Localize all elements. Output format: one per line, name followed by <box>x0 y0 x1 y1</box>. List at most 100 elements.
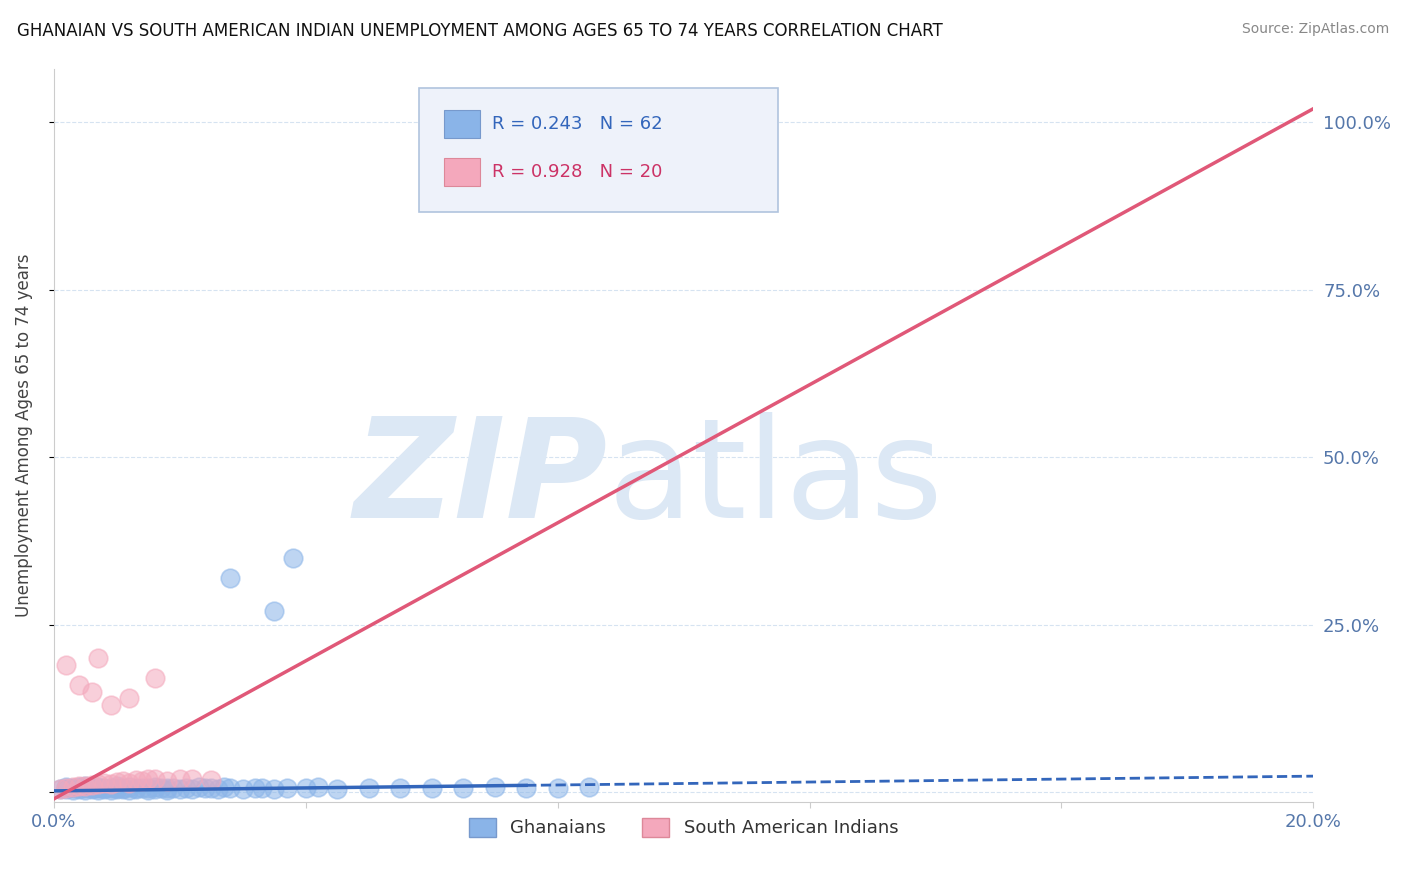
FancyBboxPatch shape <box>444 158 479 186</box>
Point <box>75 779 97 793</box>
Point <box>232 781 254 796</box>
Point <box>93 780 115 795</box>
Point <box>194 781 217 796</box>
Point <box>112 774 135 789</box>
Text: atlas: atlas <box>607 412 943 547</box>
Point <box>67 678 90 692</box>
Point <box>187 780 209 794</box>
Point <box>136 772 159 787</box>
Text: Source: ZipAtlas.com: Source: ZipAtlas.com <box>1241 22 1389 37</box>
Point <box>112 781 135 796</box>
Text: ZIP: ZIP <box>354 412 607 547</box>
Point <box>219 781 242 796</box>
Point <box>149 781 172 796</box>
Point <box>80 781 103 796</box>
Point <box>169 781 191 796</box>
Text: R = 0.928   N = 20: R = 0.928 N = 20 <box>492 163 662 181</box>
Point <box>143 671 166 685</box>
Point <box>93 776 115 790</box>
Point <box>245 780 267 795</box>
Point <box>174 780 197 795</box>
Point <box>389 781 412 796</box>
Point <box>515 780 537 795</box>
Point <box>181 772 204 786</box>
Point <box>181 781 204 796</box>
Point <box>162 781 184 796</box>
Point <box>281 550 304 565</box>
Point <box>578 780 600 794</box>
Point <box>156 773 179 788</box>
Point <box>100 776 122 790</box>
Y-axis label: Unemployment Among Ages 65 to 74 years: Unemployment Among Ages 65 to 74 years <box>15 253 32 617</box>
Point <box>67 780 90 794</box>
Point <box>80 780 103 795</box>
Point <box>125 781 148 796</box>
Point <box>80 684 103 698</box>
Point <box>118 691 141 706</box>
Point <box>547 781 569 796</box>
Point <box>62 780 84 795</box>
Point <box>80 778 103 792</box>
Point <box>105 775 128 789</box>
Point <box>62 782 84 797</box>
Point <box>136 782 159 797</box>
Point <box>263 604 285 618</box>
Point <box>156 782 179 797</box>
Point <box>105 780 128 795</box>
Point <box>105 779 128 793</box>
Point <box>55 781 77 796</box>
Point <box>49 781 72 796</box>
Point <box>75 782 97 797</box>
FancyBboxPatch shape <box>444 111 479 138</box>
Point <box>75 779 97 793</box>
Point <box>276 780 298 795</box>
Point <box>100 780 122 795</box>
Point <box>87 781 110 796</box>
Point <box>105 781 128 796</box>
Point <box>156 780 179 795</box>
Point <box>125 773 148 788</box>
Point <box>143 781 166 796</box>
Point <box>118 780 141 794</box>
Legend: Ghanaians, South American Indians: Ghanaians, South American Indians <box>461 811 905 845</box>
Point <box>87 782 110 797</box>
Point <box>118 776 141 790</box>
Point <box>357 780 380 795</box>
Point <box>55 780 77 794</box>
Point <box>219 571 242 585</box>
Point <box>326 781 349 796</box>
Point <box>100 698 122 712</box>
Point <box>143 780 166 794</box>
Point <box>263 781 285 796</box>
Point <box>294 781 316 796</box>
Point <box>212 780 235 794</box>
Text: GHANAIAN VS SOUTH AMERICAN INDIAN UNEMPLOYMENT AMONG AGES 65 TO 74 YEARS CORRELA: GHANAIAN VS SOUTH AMERICAN INDIAN UNEMPL… <box>17 22 942 40</box>
Point <box>55 780 77 795</box>
Point <box>87 651 110 665</box>
Point <box>67 781 90 796</box>
Point <box>200 780 222 795</box>
Point <box>55 657 77 672</box>
Point <box>100 782 122 797</box>
Point <box>75 781 97 796</box>
Point <box>87 780 110 794</box>
Point <box>87 777 110 791</box>
Point <box>484 780 506 794</box>
Point <box>67 779 90 793</box>
Text: R = 0.243   N = 62: R = 0.243 N = 62 <box>492 115 662 133</box>
Point <box>49 781 72 796</box>
Point <box>143 772 166 786</box>
Point <box>250 781 273 796</box>
Point <box>131 781 153 796</box>
Point <box>93 781 115 796</box>
Point <box>136 780 159 795</box>
Point <box>200 773 222 788</box>
Point <box>125 780 148 795</box>
Point <box>207 781 229 796</box>
Point <box>62 780 84 794</box>
Point <box>420 780 443 795</box>
Point <box>131 774 153 789</box>
Point <box>112 780 135 795</box>
Point <box>307 780 329 794</box>
Point <box>118 782 141 797</box>
